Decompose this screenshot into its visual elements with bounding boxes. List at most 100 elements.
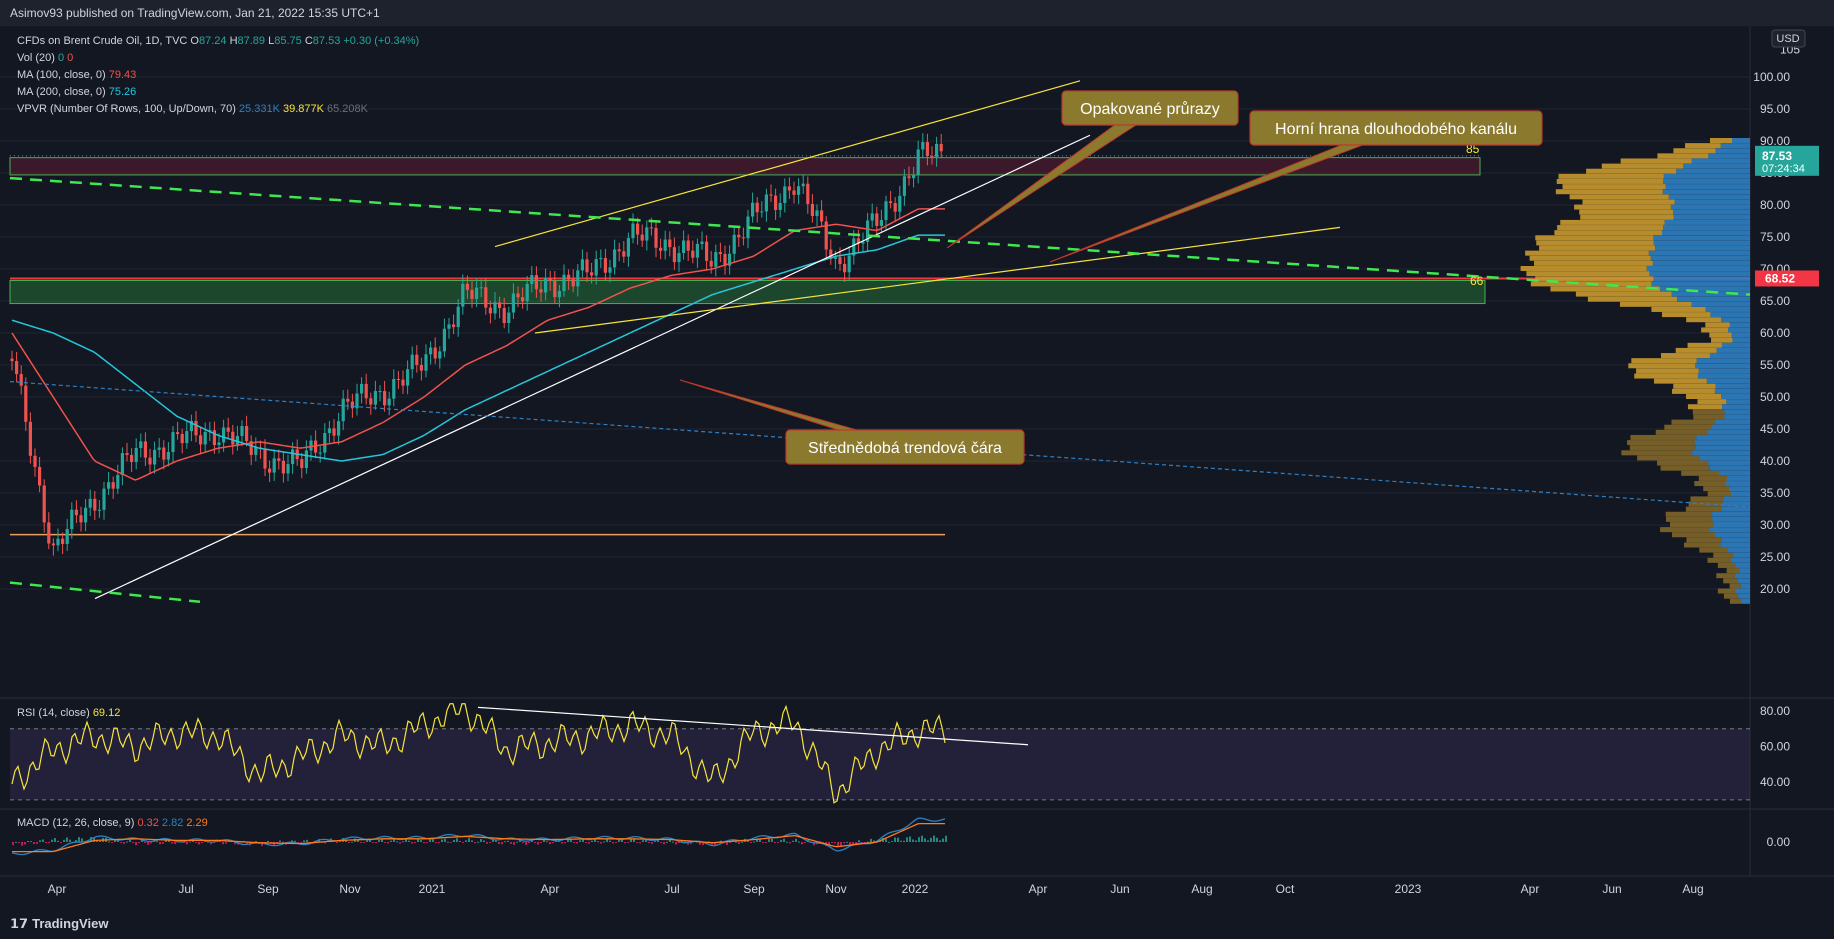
volume-profile-down-bar <box>1569 194 1669 200</box>
volume-profile-up-bar <box>1735 588 1750 594</box>
volume-profile-up-bar <box>1721 342 1750 348</box>
volume-profile-up-bar <box>1665 184 1750 190</box>
candle-body <box>461 283 465 307</box>
macd-histogram-bar <box>21 842 23 846</box>
macd-histogram-bar <box>729 842 731 843</box>
candle-body <box>318 452 322 454</box>
volume-profile-up-bar <box>1726 475 1750 481</box>
macd-histogram-bar <box>498 842 500 845</box>
macd-histogram-bar <box>402 841 404 843</box>
bar-countdown: 07:24:34 <box>1762 163 1805 175</box>
volume-profile-down-bar <box>1534 260 1653 266</box>
callout-mid-term-trendline-text: Střednědobá trendová čára <box>808 440 1002 457</box>
macd-histogram-bar <box>777 842 779 843</box>
legend-segment: 85.75 <box>274 35 305 47</box>
macd-histogram-bar <box>867 841 869 843</box>
macd-histogram-bar <box>798 841 800 843</box>
volume-profile-up-bar <box>1739 568 1750 574</box>
candle-body <box>631 223 635 239</box>
macd-histogram-bar <box>507 840 509 842</box>
volume-profile-down-bar <box>1575 291 1672 297</box>
macd-histogram-bar <box>375 842 377 844</box>
macd-histogram-bar <box>927 840 929 842</box>
candle-body <box>28 421 32 456</box>
candle-body <box>728 253 732 266</box>
volume-profile-up-bar <box>1728 486 1750 492</box>
macd-histogram-bar <box>186 842 188 845</box>
candle-body <box>636 223 640 235</box>
macd-histogram-bar <box>579 840 581 842</box>
volume-profile-down-bar <box>1664 424 1712 430</box>
macd-histogram-bar <box>366 839 368 842</box>
candle-body <box>925 142 929 156</box>
legend-segment: 2.82 <box>162 817 186 829</box>
macd-histogram-bar <box>15 841 17 843</box>
long-term-channel-lower-line <box>9 581 201 604</box>
volume-profile-up-bar <box>1731 332 1750 338</box>
candle-body <box>240 426 244 436</box>
volume-profile-up-bar <box>1738 593 1750 599</box>
macd-histogram-bar <box>855 842 857 843</box>
candle-body <box>452 324 456 328</box>
candle-body <box>134 448 138 462</box>
volume-profile-down-bar <box>1651 306 1706 312</box>
macd-histogram-bar <box>75 840 77 842</box>
candle-body <box>875 213 879 226</box>
macd-histogram-bar <box>594 838 596 842</box>
time-axis-tick: Apr <box>1521 882 1540 896</box>
macd-histogram-bar <box>591 840 593 842</box>
price-axis-tick: 65.00 <box>1760 294 1790 308</box>
candle-body <box>263 448 267 469</box>
macd-histogram-bar <box>804 842 806 843</box>
price-chart[interactable]: 85 66 Opakované průrazy Horní hrana dlouhod… <box>0 26 1834 910</box>
macd-histogram-bar <box>738 842 740 844</box>
candle-body <box>332 428 336 436</box>
volume-profile-up-bar <box>1673 214 1750 220</box>
macd-histogram-bar <box>936 837 938 842</box>
volume-profile-down-bar <box>1558 173 1664 179</box>
time-axis-tick: Apr <box>48 882 67 896</box>
volume-profile-down-bar <box>1634 373 1698 379</box>
candle-body <box>401 379 405 386</box>
candle-body <box>235 435 239 445</box>
macd-histogram-bar <box>483 840 485 842</box>
macd-histogram-bar <box>396 841 398 843</box>
macd-histogram-bar <box>141 840 143 842</box>
candle-body <box>585 259 589 273</box>
macd-histogram-bar <box>672 841 674 843</box>
candle-body <box>387 398 391 406</box>
candle-body <box>755 202 759 213</box>
tradingview-logo[interactable]: 𝟭𝟳 TradingView <box>10 916 108 932</box>
macd-histogram-bar <box>564 842 566 844</box>
macd-histogram-bar <box>657 839 659 842</box>
candle-body <box>511 293 515 313</box>
volume-profile-down-bar <box>1671 532 1715 538</box>
candle-body <box>392 378 396 399</box>
macd-histogram-bar <box>171 842 173 844</box>
volume-profile-up-bar <box>1733 552 1750 558</box>
time-axis-tick: Jun <box>1110 882 1129 896</box>
macd-histogram-bar <box>93 837 95 842</box>
volume-profile-up-bar <box>1714 419 1750 425</box>
volume-profile-down-bar <box>1619 301 1692 307</box>
volume-profile-up-bar <box>1653 240 1750 246</box>
volume-profile-up-bar <box>1698 368 1750 374</box>
legend-vpvr: VPVR (Number Of Rows, 100, Up/Down, 70) … <box>17 103 369 115</box>
candle-body <box>810 203 814 217</box>
volume-profile-down-bar <box>1657 153 1709 159</box>
macd-histogram-bar <box>213 842 215 843</box>
volume-profile-down-bar <box>1701 327 1729 333</box>
macd-histogram-bar <box>699 842 701 845</box>
time-axis-tick: 2023 <box>1395 882 1422 896</box>
macd-histogram-bar <box>621 840 623 842</box>
volume-profile-down-bar <box>1687 342 1722 348</box>
macd-histogram-bar <box>189 841 191 843</box>
macd-histogram-bar <box>513 842 515 845</box>
macd-histogram-bar <box>99 840 101 842</box>
macd-histogram-bar <box>108 841 110 843</box>
candle-body <box>277 458 281 461</box>
macd-histogram-bar <box>582 839 584 842</box>
candle-body <box>613 249 617 268</box>
volume-profile <box>1520 138 1750 604</box>
macd-histogram-bar <box>924 838 926 842</box>
